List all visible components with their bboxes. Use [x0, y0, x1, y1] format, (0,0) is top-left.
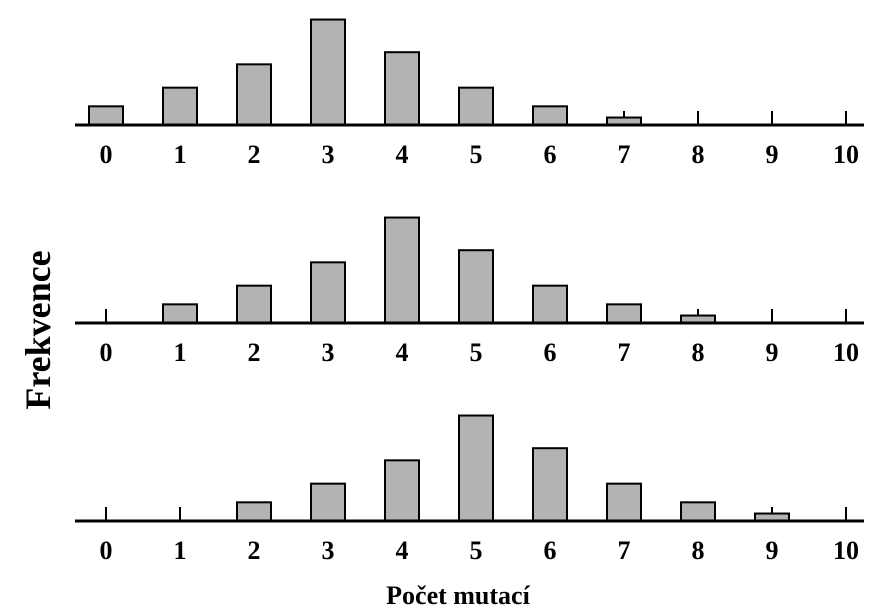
- x-tick-label: 8: [692, 536, 705, 565]
- x-tick-label: 5: [470, 338, 483, 367]
- x-tick-label: 5: [470, 140, 483, 169]
- bar: [606, 303, 642, 325]
- bar: [162, 303, 198, 325]
- bar: [532, 447, 568, 523]
- bar: [236, 284, 272, 324]
- y-axis-label: Frekvence: [18, 250, 58, 409]
- panel-3: 0 1 2 3 4 5 6 7 8 9 10: [75, 414, 864, 565]
- bar: [310, 261, 346, 325]
- panel-2: 0 1 2 3 4 5 6 7 8 9 10: [75, 216, 864, 367]
- x-tick-label: 2: [248, 140, 261, 169]
- x-tick-label: 4: [396, 536, 409, 565]
- bar: [384, 216, 420, 325]
- x-tick-label: 8: [692, 338, 705, 367]
- bar: [680, 501, 716, 523]
- x-tick-label: 2: [248, 338, 261, 367]
- bar: [236, 63, 272, 127]
- x-axis-label: Počet mutací: [386, 581, 530, 610]
- x-tick-label: 3: [322, 536, 335, 565]
- x-tick-label: 1: [174, 338, 187, 367]
- x-tick-label: 5: [470, 536, 483, 565]
- x-tick-label: 7: [618, 140, 631, 169]
- x-tick-label: 4: [396, 140, 409, 169]
- x-tick-label: 7: [618, 536, 631, 565]
- x-tick-label: 6: [544, 338, 557, 367]
- x-tick-label: 3: [322, 338, 335, 367]
- bar: [310, 482, 346, 522]
- x-tick-label: 10: [833, 536, 859, 565]
- bar: [162, 86, 198, 126]
- chart-panels: 0 1 2 3 4 5 6 7 8 9 10 0 1 2 3 4 5 6 7 8 9 10 0 1 2 3 4 5 6 7 8 9 10: [75, 18, 864, 565]
- bar: [88, 105, 124, 127]
- x-tick-label: 10: [833, 338, 859, 367]
- x-tick-label: 7: [618, 338, 631, 367]
- x-tick-label: 4: [396, 338, 409, 367]
- bar: [236, 501, 272, 523]
- x-tick-label: 0: [100, 140, 113, 169]
- x-tick-label: 0: [100, 536, 113, 565]
- x-tick-label: 3: [322, 140, 335, 169]
- panel-1: 0 1 2 3 4 5 6 7 8 9 10: [75, 18, 864, 169]
- bar: [606, 482, 642, 522]
- bar: [458, 414, 494, 522]
- x-tick-label: 9: [766, 140, 779, 169]
- x-tick-label: 6: [544, 536, 557, 565]
- x-tick-label: 6: [544, 140, 557, 169]
- bar: [458, 86, 494, 126]
- x-tick-label: 1: [174, 140, 187, 169]
- x-tick-label: 0: [100, 338, 113, 367]
- bar: [532, 105, 568, 127]
- x-tick-label: 8: [692, 140, 705, 169]
- x-tick-label: 9: [766, 536, 779, 565]
- x-tick-label: 1: [174, 536, 187, 565]
- bar: [458, 249, 494, 324]
- bar: [310, 18, 346, 126]
- x-tick-label: 10: [833, 140, 859, 169]
- bar: [532, 284, 568, 324]
- x-tick-label: 9: [766, 338, 779, 367]
- bar: [384, 459, 420, 523]
- x-tick-label: 2: [248, 536, 261, 565]
- bar: [384, 51, 420, 127]
